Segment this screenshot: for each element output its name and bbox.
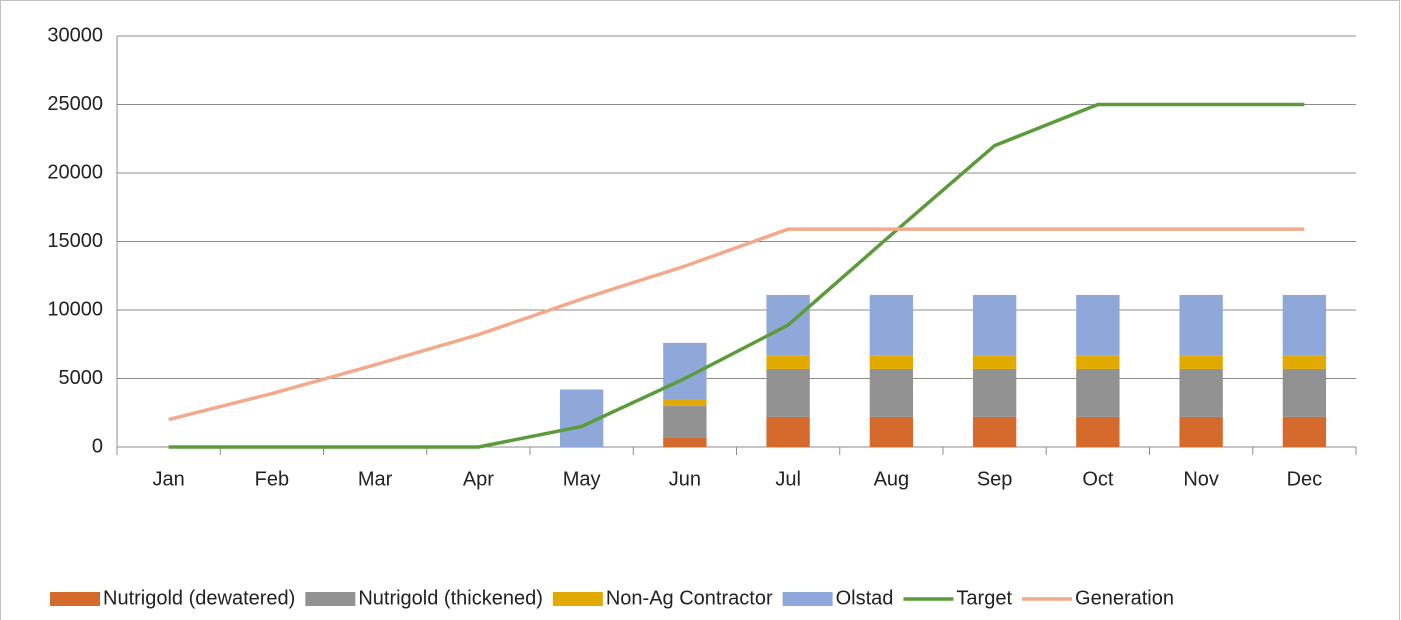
y-tick-label: 15000 [47, 230, 103, 252]
legend-swatch [305, 592, 356, 606]
bar [1282, 416, 1327, 447]
bar [1179, 416, 1223, 447]
legend-swatch [782, 592, 833, 606]
line [168, 102, 1305, 449]
x-tick-label: Jul [775, 468, 801, 490]
bar [869, 368, 914, 417]
bar [766, 355, 810, 369]
bar [972, 368, 1017, 417]
x-tick-label: Feb [255, 468, 289, 490]
y-tick-label: 20000 [47, 161, 103, 183]
bar [869, 294, 914, 356]
bar [766, 416, 810, 447]
bar [869, 416, 914, 447]
x-tick-label: Dec [1287, 468, 1323, 490]
x-tick-label: Oct [1082, 468, 1114, 490]
legend-label: Non-Ag Contractor [606, 587, 773, 609]
bar [1076, 294, 1120, 356]
bar [663, 437, 707, 447]
bar [972, 416, 1017, 447]
bar [1282, 294, 1327, 356]
y-tick-label: 0 [92, 435, 103, 457]
x-tick-label: Mar [358, 468, 393, 490]
bar [1179, 294, 1223, 356]
bar [1179, 368, 1223, 417]
x-tick-label: Sep [977, 468, 1013, 490]
bar [663, 399, 707, 406]
x-tick-label: Aug [874, 468, 910, 490]
bar [1076, 355, 1120, 369]
bar [869, 355, 914, 369]
line [168, 227, 1305, 422]
x-tick-label: May [563, 468, 601, 490]
x-tick-label: Jan [153, 468, 185, 490]
bar [1076, 416, 1120, 447]
y-tick-label: 10000 [47, 298, 103, 320]
bar [1076, 368, 1120, 417]
bar [972, 355, 1017, 369]
y-tick-label: 30000 [47, 24, 103, 46]
x-tick-label: Apr [463, 468, 494, 490]
legend-label: Target [956, 587, 1012, 609]
legend-swatch [50, 592, 100, 606]
legend-label: Nutrigold (thickened) [358, 587, 543, 609]
bar [766, 368, 810, 417]
y-tick-label: 5000 [59, 367, 104, 389]
x-tick-label: Jun [669, 468, 701, 490]
y-tick-label: 25000 [47, 93, 103, 115]
x-tick-label: Nov [1183, 468, 1219, 490]
bar [1179, 355, 1223, 369]
bar [1282, 355, 1327, 369]
legend-swatch [552, 592, 603, 606]
bar [663, 405, 707, 438]
legend-label: Generation [1075, 587, 1174, 609]
bar [1282, 368, 1327, 417]
legend-label: Nutrigold (dewatered) [103, 587, 295, 609]
bar [972, 294, 1017, 356]
legend-label: Olstad [836, 587, 894, 609]
